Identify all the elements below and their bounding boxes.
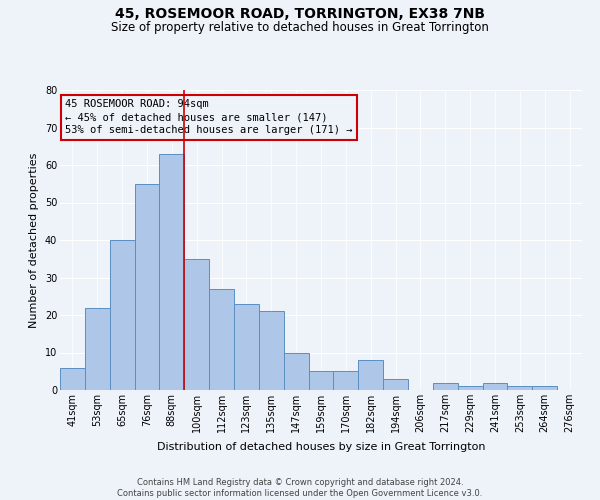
Bar bbox=[284, 352, 308, 390]
Y-axis label: Number of detached properties: Number of detached properties bbox=[29, 152, 39, 328]
Bar bbox=[458, 386, 482, 390]
Bar bbox=[508, 386, 532, 390]
Bar bbox=[60, 368, 85, 390]
Bar bbox=[184, 259, 209, 390]
Bar bbox=[160, 154, 184, 390]
Text: Contains HM Land Registry data © Crown copyright and database right 2024.
Contai: Contains HM Land Registry data © Crown c… bbox=[118, 478, 482, 498]
Bar bbox=[358, 360, 383, 390]
Bar bbox=[259, 311, 284, 390]
Bar bbox=[209, 289, 234, 390]
Bar bbox=[482, 382, 508, 390]
Bar bbox=[334, 371, 358, 390]
Bar bbox=[433, 382, 458, 390]
Text: Size of property relative to detached houses in Great Torrington: Size of property relative to detached ho… bbox=[111, 21, 489, 34]
Bar bbox=[85, 308, 110, 390]
Bar bbox=[383, 379, 408, 390]
Bar bbox=[532, 386, 557, 390]
Bar bbox=[134, 184, 160, 390]
Bar bbox=[234, 304, 259, 390]
Bar bbox=[110, 240, 134, 390]
Text: 45, ROSEMOOR ROAD, TORRINGTON, EX38 7NB: 45, ROSEMOOR ROAD, TORRINGTON, EX38 7NB bbox=[115, 8, 485, 22]
Text: Distribution of detached houses by size in Great Torrington: Distribution of detached houses by size … bbox=[157, 442, 485, 452]
Text: 45 ROSEMOOR ROAD: 94sqm
← 45% of detached houses are smaller (147)
53% of semi-d: 45 ROSEMOOR ROAD: 94sqm ← 45% of detache… bbox=[65, 99, 353, 136]
Bar bbox=[308, 371, 334, 390]
